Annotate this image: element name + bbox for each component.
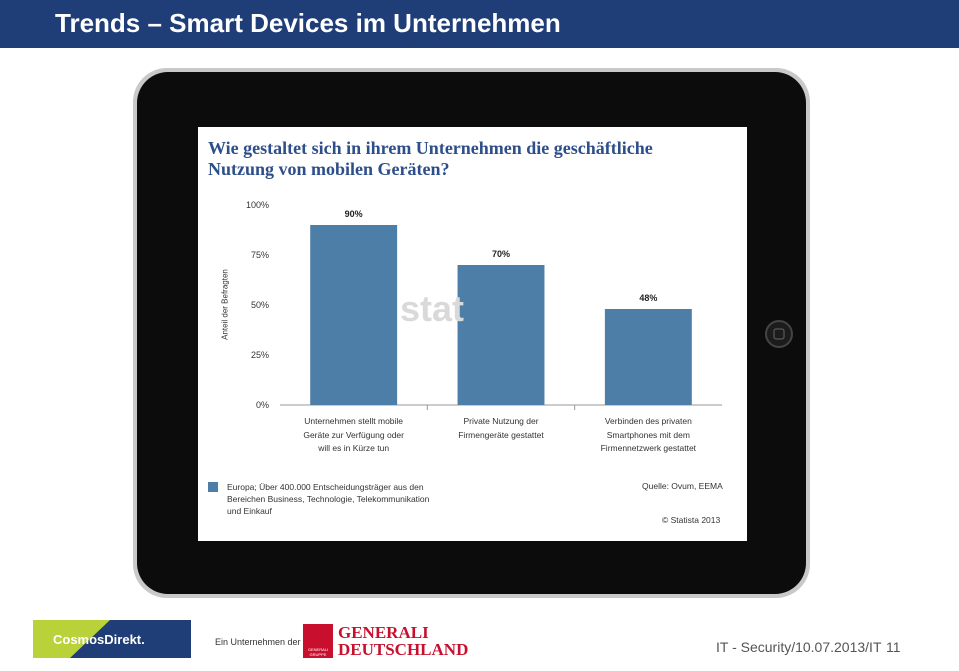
value-label: 70% xyxy=(492,249,510,259)
home-icon xyxy=(773,328,785,340)
value-label: 90% xyxy=(345,209,363,219)
y-tick-label: 50% xyxy=(251,300,269,310)
cosmos-logo: CosmosDirekt. xyxy=(53,632,145,647)
note: Europa; Über 400.000 Entscheidungsträger… xyxy=(227,482,430,516)
y-tick-label: 75% xyxy=(251,250,269,260)
bar xyxy=(310,225,398,405)
value-label: 48% xyxy=(639,293,657,303)
x-tick-label: Private Nutzung der Firmengeräte gestatt… xyxy=(458,416,544,440)
page-number: 11 xyxy=(886,639,901,655)
cosmos-logo-accent xyxy=(33,620,110,658)
bar xyxy=(457,265,545,405)
x-tick-label: Unternehmen stellt mobile Geräte zur Ver… xyxy=(303,416,404,453)
y-tick-label: 25% xyxy=(251,350,269,360)
company-of: Ein Unternehmen der xyxy=(215,637,301,647)
slide-title: Trends – Smart Devices im Unternehmen xyxy=(55,8,561,38)
y-tick-label: 100% xyxy=(246,200,269,210)
header-bar xyxy=(0,0,959,48)
y-axis-label: Anteil der Befragten xyxy=(220,269,230,340)
bar xyxy=(604,309,692,405)
slide-info: IT - Security/10.07.2013/IT xyxy=(716,639,882,655)
generali-lion xyxy=(303,624,333,658)
home-button xyxy=(765,320,793,348)
copyright: © Statista 2013 xyxy=(662,515,721,525)
chart-title: Wie gestaltet sich in ihrem Unternehmen … xyxy=(208,138,653,179)
source: Quelle: Ovum, EEMA xyxy=(642,481,723,491)
y-tick-label: 0% xyxy=(256,400,269,410)
generali-small: GENERALI GRUPPE xyxy=(307,647,329,657)
info-icon xyxy=(208,482,218,492)
watermark: stat xyxy=(400,288,465,329)
x-tick-label: Verbinden des privaten Smartphones mit d… xyxy=(600,416,697,453)
generali-logo: GENERALI DEUTSCHLAND xyxy=(338,623,469,659)
